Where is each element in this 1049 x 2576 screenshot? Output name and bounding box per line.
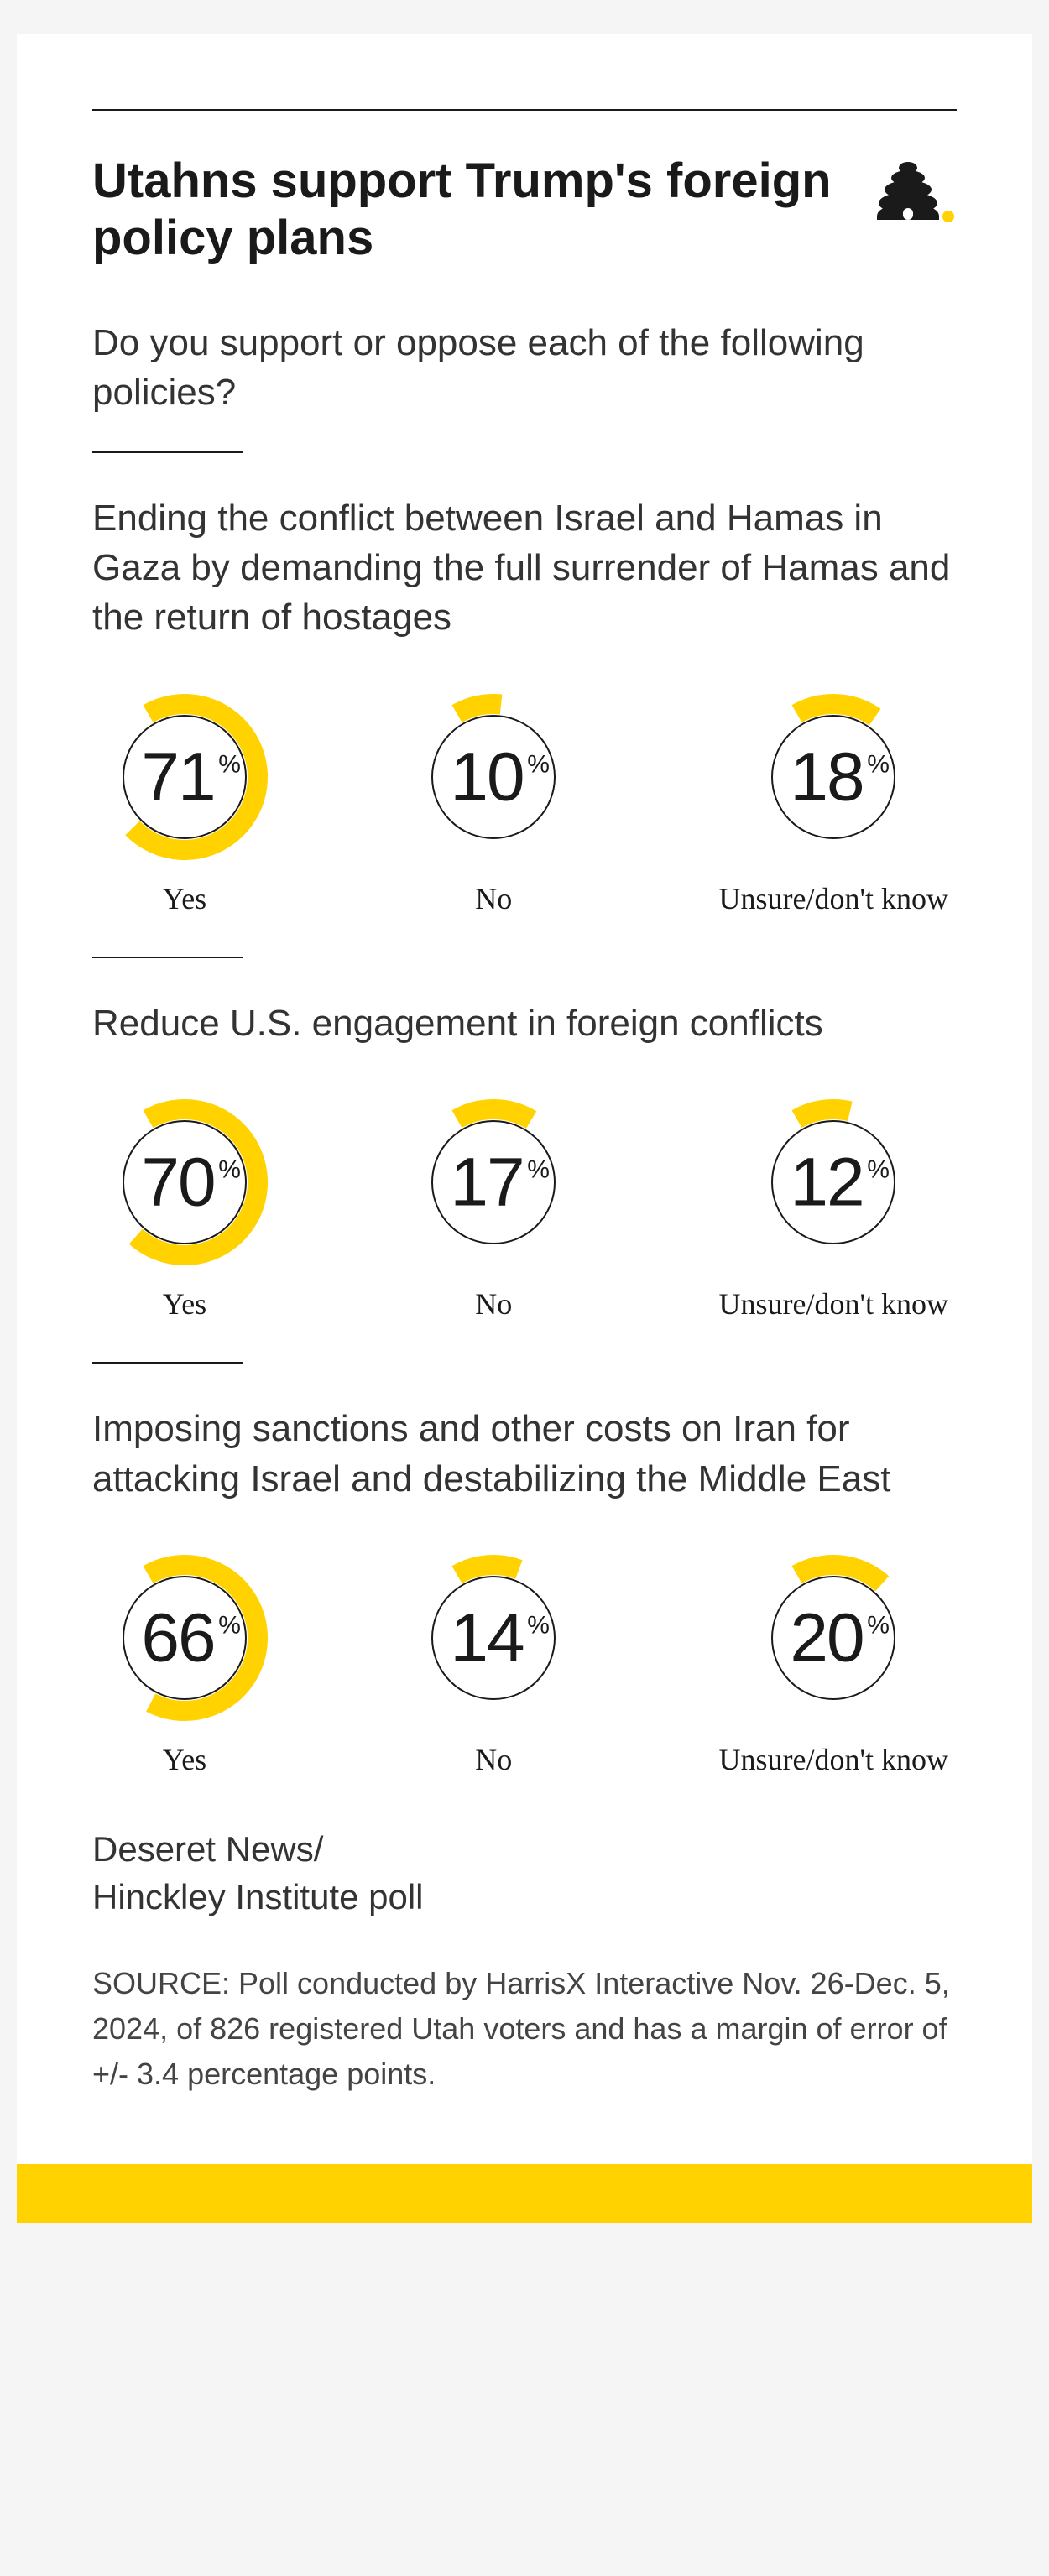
donut-cell: 20% Unsure/don't know [719,1554,948,1777]
svg-text:71: 71 [141,738,214,815]
svg-text:%: % [218,1612,241,1640]
donut-label: No [475,1742,512,1777]
donut-cell: 10% No [410,693,577,916]
svg-text:17: 17 [451,1145,524,1221]
svg-text:20: 20 [791,1600,864,1676]
svg-text:18: 18 [791,738,864,815]
donut-cell: 70% Yes [101,1098,269,1322]
svg-text:%: % [528,1612,551,1640]
policy-text: Ending the conflict between Israel and H… [92,493,957,643]
svg-text:14: 14 [451,1600,524,1676]
svg-text:66: 66 [141,1600,214,1676]
donut-label: Yes [163,1286,206,1322]
top-rule [92,109,957,111]
donut-cell: 14% No [410,1554,577,1777]
donut-cell: 66% Yes [101,1554,269,1777]
svg-text:70: 70 [141,1145,214,1221]
source-note: SOURCE: Poll conducted by HarrisX Intera… [92,1961,957,2097]
attribution: Deseret News/Hinckley Institute poll [92,1826,957,1921]
donut-label: No [475,1286,512,1322]
donut-label: Unsure/don't know [719,881,948,916]
donut-label: Unsure/don't know [719,1742,948,1777]
donut-cell: 18% Unsure/don't know [719,693,948,916]
policy-text: Reduce U.S. engagement in foreign confli… [92,999,957,1048]
donut-cell: 17% No [410,1098,577,1322]
svg-text:%: % [218,751,241,779]
policy-text: Imposing sanctions and other costs on Ir… [92,1404,957,1504]
header-row: Utahns support Trump's foreign policy pl… [92,153,957,268]
donut-row: 71% Yes 10% No 18% Unsure/don't know [92,693,957,916]
donut-label: Yes [163,1742,206,1777]
donut-cell: 12% Unsure/don't know [719,1098,948,1322]
donut-label: Unsure/don't know [719,1286,948,1322]
svg-text:12: 12 [791,1145,864,1221]
page-title: Utahns support Trump's foreign policy pl… [92,153,839,268]
svg-text:%: % [868,1612,890,1640]
donut-row: 70% Yes 17% No 12% Unsure/don't know [92,1098,957,1322]
svg-text:%: % [528,1156,551,1184]
donut-label: No [475,881,512,916]
svg-text:%: % [868,1156,890,1184]
policies-container: Ending the conflict between Israel and H… [92,451,957,1817]
survey-question: Do you support or oppose each of the fol… [92,318,957,418]
section-rule [92,957,243,958]
svg-text:%: % [868,751,890,779]
donut-cell: 71% Yes [101,693,269,916]
section-rule [92,1362,243,1364]
svg-text:%: % [218,1156,241,1184]
svg-text:%: % [528,751,551,779]
beehive-logo-icon [873,158,957,236]
donut-row: 66% Yes 14% No 20% Unsure/don't know [92,1554,957,1777]
section-rule [92,451,243,453]
bottom-accent-bar [17,2164,1032,2223]
svg-text:10: 10 [451,738,524,815]
infographic-card: Utahns support Trump's foreign policy pl… [17,34,1032,2223]
donut-label: Yes [163,881,206,916]
